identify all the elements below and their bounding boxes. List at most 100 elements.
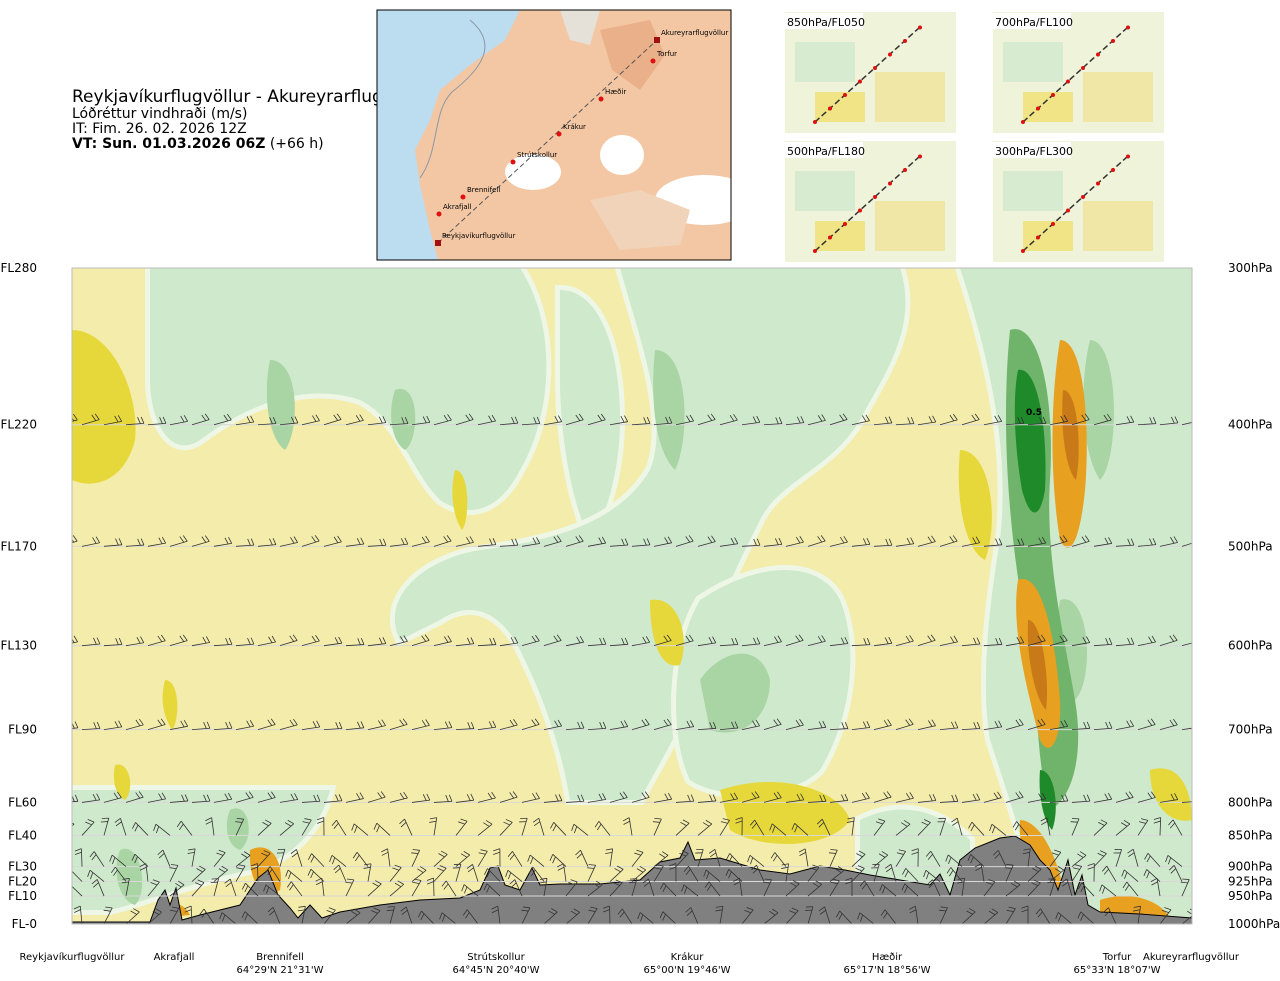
wind-barb [609, 720, 629, 731]
wind-barb [235, 637, 255, 647]
wind-barb [992, 850, 1007, 867]
wind-barb [695, 848, 704, 867]
wind-barb [192, 268, 195, 269]
wind-barb [89, 851, 105, 867]
wind-barb [323, 535, 342, 547]
wind-barb [452, 863, 462, 882]
wind-barb [715, 905, 724, 924]
wind-barb [345, 721, 365, 731]
wind-barb [791, 823, 809, 836]
wind-barb [983, 879, 996, 897]
wind-barb [653, 718, 672, 731]
wind-barb [72, 870, 83, 882]
wind-barb [539, 877, 548, 897]
wind-barb [169, 720, 189, 731]
wind-barb [653, 851, 669, 867]
route-waypoint-label: Strútskollur [517, 151, 557, 159]
wind-barb [439, 912, 457, 924]
level-map: 850hPa/FL050 [785, 12, 956, 133]
wind-barb [139, 863, 149, 882]
wind-barb [87, 869, 105, 882]
wind-barb [74, 848, 83, 867]
wind-barb [301, 720, 321, 731]
wind-barb [462, 909, 479, 924]
wind-barb [1137, 718, 1156, 731]
wind-barb [1027, 865, 1042, 882]
wind-barb [82, 268, 84, 269]
wind-barb [781, 863, 790, 882]
wind-barb [235, 864, 246, 882]
wind-barb [845, 877, 853, 897]
wind-barb [49, 864, 60, 881]
right-axis-label: 900hPa [1228, 860, 1273, 874]
waypoint-label: Reykjavíkurflugvöllur [20, 951, 126, 963]
sink-region-g [113, 764, 131, 800]
wind-barb [169, 794, 189, 803]
wind-barb [399, 818, 413, 836]
wind-barb [1115, 415, 1135, 426]
wind-barb [609, 865, 624, 882]
wind-barb [631, 416, 651, 426]
wind-barb [191, 535, 210, 547]
wind-barb [880, 909, 897, 924]
wind-barb [461, 884, 479, 897]
wind-barb [213, 537, 233, 547]
wind-barb [818, 906, 831, 924]
level-maps: 850hPa/FL050 700hPa/FL100 500hPa/FL180 300h… [785, 12, 1164, 262]
wind-barb [617, 908, 633, 924]
right-axis-label: 700hPa [1228, 723, 1273, 737]
wind-barb [213, 792, 233, 803]
wind-barb [708, 849, 721, 867]
wind-barb [683, 865, 699, 882]
wind-barb [587, 721, 607, 731]
wind-barb [1077, 911, 1095, 924]
wind-barb [675, 414, 694, 426]
wind-barb [125, 718, 144, 731]
wind-barb [169, 864, 179, 882]
wind-barb [961, 637, 981, 647]
wind-barb [829, 721, 849, 731]
wind-barb [544, 268, 550, 269]
wind-barb [543, 634, 562, 647]
wind-barb [1181, 801, 1192, 803]
wind-barb [213, 721, 233, 731]
wind-barb [121, 877, 130, 897]
wind-barb [279, 718, 298, 731]
wind-barb [1115, 719, 1135, 731]
wind-barb [199, 908, 215, 924]
wind-barb [390, 268, 394, 269]
wind-barb [191, 636, 211, 647]
wind-barb [747, 855, 765, 867]
wind-barb [1180, 878, 1190, 897]
wind-barb [927, 879, 941, 897]
valid-time: VT: Sun. 01.03.2026 06Z (+66 h) [72, 137, 431, 152]
wind-barb [153, 823, 171, 836]
wind-barb [1005, 880, 1021, 897]
rise-core-c [653, 350, 685, 470]
rise-core-d [700, 653, 770, 733]
wind-barb [983, 791, 1002, 803]
wind-barb [1113, 849, 1123, 867]
wind-barb [433, 414, 452, 426]
wind-barb [1137, 791, 1156, 803]
wind-barb [147, 879, 160, 897]
wind-barb [1071, 794, 1091, 803]
wind-barb [315, 877, 325, 897]
wind-barb [373, 822, 391, 836]
wind-barb [587, 793, 607, 803]
wind-barb [719, 414, 738, 426]
wind-barb [1004, 864, 1014, 882]
wind-barb [685, 907, 699, 924]
wind-barb [147, 792, 166, 803]
wind-barb [367, 637, 387, 647]
route-map-waypoints: Akureyrarflugvöllur Torfur Hæðir Krákur Strú… [435, 29, 728, 246]
terrain-profile [72, 835, 1192, 924]
wind-barb [1049, 535, 1068, 547]
wind-barb [851, 721, 871, 731]
wind-barb [267, 907, 281, 924]
wind-barb [697, 721, 717, 731]
wind-barb [719, 537, 739, 547]
waypoint-coord: 65°00'N 19°46'W [644, 965, 731, 976]
wind-barb [769, 823, 787, 836]
wind-barb [1144, 852, 1161, 867]
